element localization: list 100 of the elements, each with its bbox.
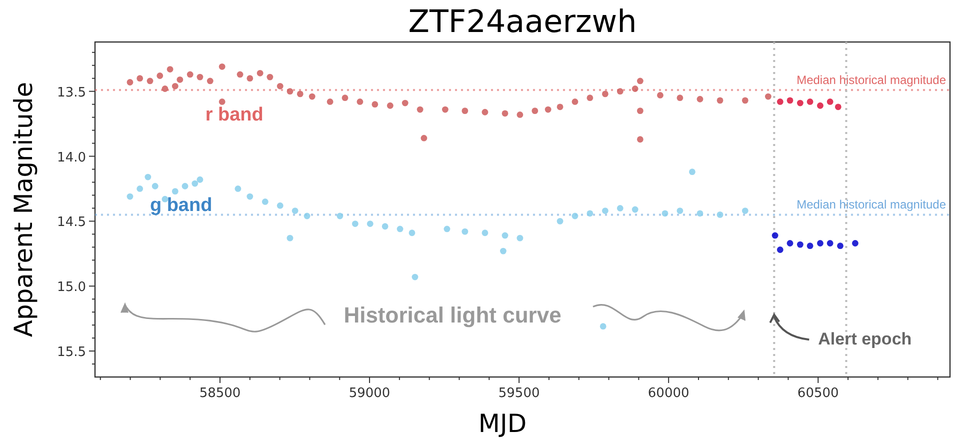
point (482, 108, 488, 116)
point (402, 100, 408, 106)
y-tick-label: 15.0 (57, 280, 86, 296)
point (636, 108, 644, 114)
point (817, 240, 824, 246)
point (192, 180, 198, 187)
point (636, 78, 644, 84)
point (500, 248, 506, 254)
point (326, 98, 334, 105)
point (234, 186, 242, 192)
point (602, 90, 608, 98)
point (172, 82, 178, 90)
point (689, 168, 696, 176)
x-axis-title: MJD (478, 409, 527, 438)
point (462, 108, 468, 114)
point (206, 78, 214, 84)
point (172, 188, 178, 195)
x-tick-label: 60500 (797, 386, 839, 401)
point (246, 193, 254, 200)
point (600, 323, 606, 330)
point (572, 212, 578, 220)
y-tick-label: 14.0 (57, 150, 86, 166)
point (776, 98, 784, 105)
point (796, 241, 804, 248)
point (366, 220, 374, 227)
point (837, 242, 844, 250)
point (186, 71, 194, 78)
y-tick-label: 15.5 (57, 345, 86, 360)
point (817, 102, 824, 109)
point (126, 79, 134, 86)
x-tick-label: 58500 (199, 386, 241, 401)
point (834, 104, 842, 110)
point (236, 71, 244, 78)
point (742, 208, 748, 214)
point (586, 94, 594, 102)
point (382, 223, 388, 230)
point (308, 93, 316, 100)
point (144, 174, 152, 180)
point (556, 104, 564, 110)
point (182, 182, 188, 190)
point (276, 202, 284, 209)
point (636, 136, 644, 143)
point (632, 206, 638, 213)
point (502, 110, 508, 117)
point (196, 74, 204, 80)
point (136, 186, 144, 192)
point (826, 98, 834, 105)
point (852, 240, 858, 246)
point (296, 90, 304, 98)
point (786, 97, 794, 104)
point (162, 196, 168, 202)
y-axis-title: Apparent Magnitude (9, 82, 38, 338)
point (502, 232, 508, 239)
point (716, 212, 724, 218)
series-label: g band (150, 195, 212, 216)
point (286, 234, 294, 242)
point (616, 88, 624, 95)
point (276, 82, 284, 90)
point (262, 198, 268, 205)
chart-title: ZTF24aaerzwh (408, 4, 637, 40)
point (412, 274, 418, 280)
point (372, 101, 378, 108)
point (396, 226, 404, 232)
point (136, 75, 144, 82)
point (826, 240, 834, 246)
y-tick-label: 14.5 (57, 215, 86, 230)
point (442, 106, 448, 113)
ref-line-label: Median historical magnitude (796, 73, 946, 88)
point (482, 230, 488, 236)
x-tick-label: 59000 (348, 386, 390, 401)
point (532, 108, 538, 114)
point (292, 208, 298, 214)
point (657, 92, 664, 98)
point (462, 228, 468, 235)
point (218, 63, 226, 70)
point (716, 97, 724, 104)
point (776, 246, 784, 253)
x-tick-label: 60000 (648, 386, 690, 401)
point (676, 94, 684, 102)
point (764, 93, 772, 100)
point (742, 97, 748, 104)
series-label: r band (205, 104, 264, 126)
point (806, 98, 814, 105)
point (146, 78, 154, 84)
point (416, 106, 424, 113)
point (696, 210, 704, 217)
point (786, 240, 794, 246)
point (796, 100, 804, 106)
point (676, 208, 684, 214)
point (126, 193, 134, 200)
point (162, 86, 168, 92)
point (352, 220, 358, 227)
point (266, 74, 274, 80)
point (342, 94, 348, 102)
point (572, 98, 578, 105)
point (286, 88, 294, 95)
ref-line-label: Median historical magnitude (796, 198, 946, 212)
point (304, 212, 310, 220)
point (356, 98, 364, 105)
point (408, 230, 416, 236)
